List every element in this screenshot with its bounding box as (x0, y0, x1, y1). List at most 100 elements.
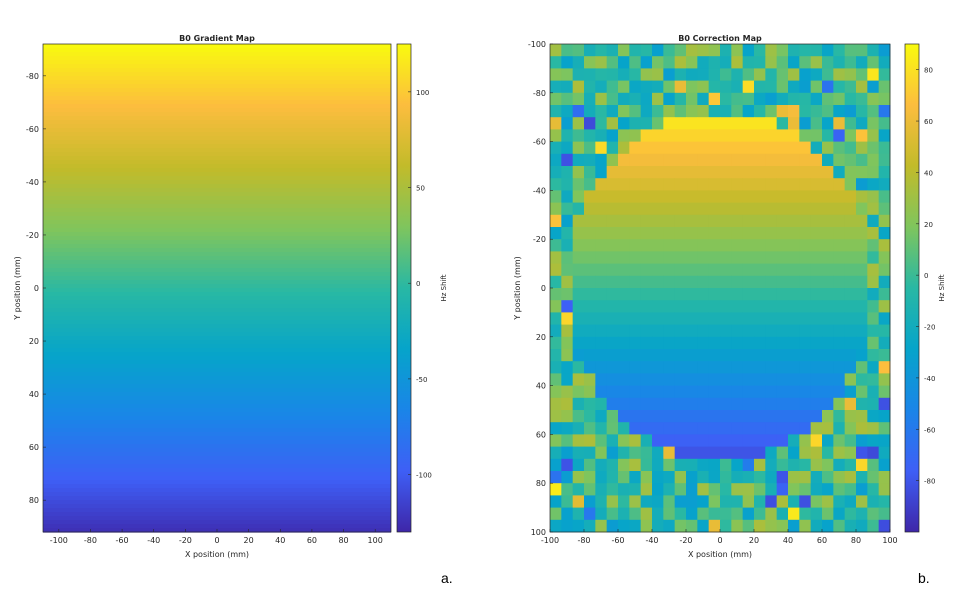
chart-a-x-tick-label: 20 (244, 536, 254, 545)
correction-cell (572, 251, 585, 264)
gradient-band (43, 468, 391, 473)
correction-cell (867, 153, 880, 167)
correction-cell (652, 361, 664, 374)
correction-cell (708, 141, 721, 155)
correction-cell (561, 141, 574, 155)
correction-cell (754, 483, 766, 496)
gradient-band (43, 280, 391, 285)
gradient-band (43, 476, 391, 481)
correction-cell (606, 397, 619, 411)
correction-cell (561, 300, 574, 313)
chart-b-colorbar (904, 43, 920, 533)
gradient-band (43, 92, 391, 97)
correction-cell (810, 434, 823, 447)
correction-cell (867, 422, 880, 435)
correction-cell (663, 300, 676, 313)
chart-a-x-ticks: -100 -80 -60 -40 -20 0 20 40 60 80 100 (50, 529, 383, 545)
correction-cell (810, 214, 823, 228)
correction-cell (799, 141, 812, 155)
correction-cell (765, 312, 778, 325)
correction-cell (561, 495, 574, 508)
correction-cell (822, 56, 834, 69)
correction-cell (663, 361, 676, 374)
correction-cell (708, 312, 721, 325)
correction-cell (572, 56, 585, 69)
correction-cell (799, 349, 812, 362)
correction-cell (629, 214, 642, 228)
correction-cell (629, 227, 642, 240)
correction-cell (822, 105, 834, 118)
correction-cell (878, 336, 891, 350)
correction-cell (844, 56, 857, 69)
correction-cell (833, 239, 846, 252)
correction-cell (765, 129, 778, 142)
correction-cell (686, 361, 698, 374)
correction-cell (708, 422, 721, 435)
correction-cell (708, 68, 721, 81)
correction-cell (765, 446, 778, 460)
correction-cell (799, 214, 812, 228)
correction-cell (550, 361, 562, 374)
correction-cell (754, 263, 766, 277)
correction-cell (629, 361, 642, 374)
correction-cell (629, 263, 642, 277)
correction-cell (742, 312, 755, 325)
correction-cell (584, 239, 596, 252)
correction-cell (561, 80, 574, 94)
correction-cell (810, 68, 823, 81)
correction-cell (652, 105, 664, 118)
correction-cell (867, 410, 880, 423)
correction-cell (595, 202, 608, 216)
correction-cell (765, 202, 778, 216)
correction-cell (799, 410, 812, 423)
correction-cell (708, 105, 721, 118)
correction-cell (822, 300, 834, 313)
correction-cell (606, 227, 619, 240)
correction-cell (720, 251, 732, 264)
correction-cell (663, 68, 676, 81)
chart-a-y-tick-label: -20 (26, 231, 39, 240)
correction-cell (640, 68, 653, 81)
correction-cell (878, 471, 891, 484)
correction-cell (550, 92, 562, 106)
correction-cell (663, 105, 676, 118)
correction-cell (878, 410, 891, 423)
correction-cell (867, 507, 880, 521)
correction-cell (606, 275, 619, 289)
correction-cell (765, 227, 778, 240)
correction-cell (844, 214, 857, 228)
correction-cell (663, 275, 676, 289)
correction-cell (878, 446, 891, 460)
correction-cell (618, 495, 630, 508)
correction-cell (731, 214, 744, 228)
correction-cell (867, 105, 880, 118)
correction-cell (629, 336, 642, 350)
correction-cell (731, 141, 744, 155)
correction-cell (720, 361, 732, 374)
correction-cell (833, 373, 846, 386)
correction-cell (878, 44, 891, 57)
chart-b-y-tick-label: 80 (536, 479, 546, 488)
correction-cell (686, 178, 698, 191)
correction-cell (867, 385, 880, 399)
correction-cell (686, 105, 698, 118)
correction-cell (674, 153, 687, 167)
correction-cell (561, 434, 574, 447)
correction-cell (663, 495, 676, 508)
correction-cell (584, 385, 596, 399)
correction-cell (844, 519, 857, 533)
gradient-band (43, 132, 391, 137)
correction-cell (629, 105, 642, 118)
chart-a-x-tick-label: -60 (116, 536, 129, 545)
correction-cell (765, 166, 778, 179)
gradient-band (43, 216, 391, 221)
correction-cell (708, 373, 721, 386)
correction-cell (606, 385, 619, 399)
correction-cell (550, 275, 562, 289)
gradient-band (43, 56, 391, 61)
correction-cell (708, 495, 721, 508)
correction-cell (810, 312, 823, 325)
correction-cell (686, 434, 698, 447)
correction-cell (652, 385, 664, 399)
correction-cell (708, 178, 721, 191)
